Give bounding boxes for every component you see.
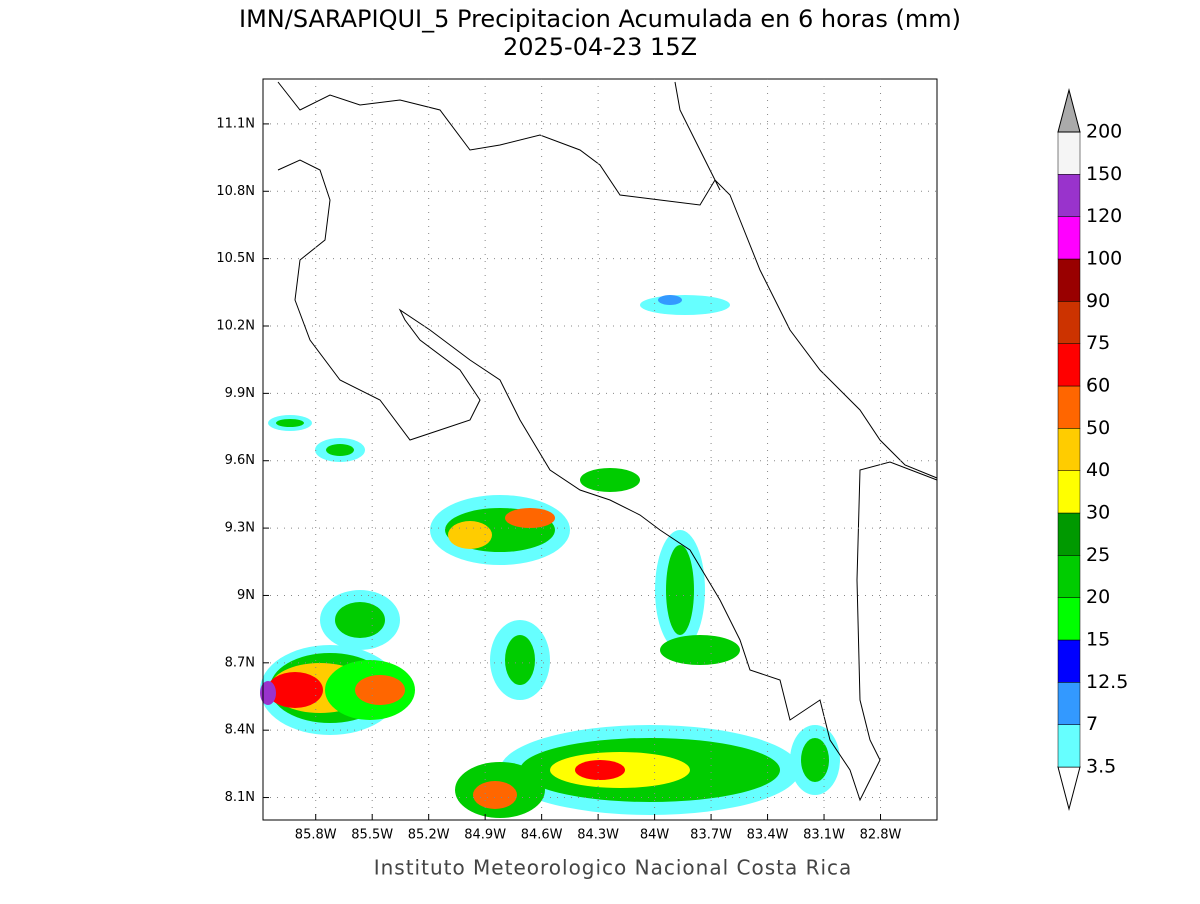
y-tick-label: 9N xyxy=(237,588,255,603)
colorbar-segment xyxy=(1057,470,1081,514)
colorbar-segment xyxy=(1057,682,1081,725)
colorbar-segment xyxy=(1057,174,1081,217)
x-tick-label: 84.9W xyxy=(464,828,506,843)
y-tick-label: 8.1N xyxy=(225,790,255,805)
colorbar-label: 60 xyxy=(1086,375,1110,397)
colorbar-segment xyxy=(1057,131,1081,175)
y-tick-label: 10.2N xyxy=(216,319,255,334)
colorbar-segment xyxy=(1057,555,1081,598)
colorbar-label: 200 xyxy=(1086,121,1122,143)
y-tick-label: 9.9N xyxy=(225,386,255,401)
x-tick-label: 84W xyxy=(640,828,670,843)
x-tick-label: 85.5W xyxy=(351,828,393,843)
y-tick-label: 10.8N xyxy=(216,184,255,199)
colorbar-label: 100 xyxy=(1086,248,1122,270)
colorbar-label: 90 xyxy=(1086,290,1110,312)
y-tick-label: 9.6N xyxy=(225,453,255,468)
colorbar-label: 20 xyxy=(1086,586,1110,608)
title: IMN/SARAPIQUI_5 Precipitacion Acumulada … xyxy=(239,5,961,33)
colorbar-label: 3.5 xyxy=(1086,756,1116,778)
subtitle: 2025-04-23 15Z xyxy=(503,33,697,61)
map-frame xyxy=(262,78,938,821)
x-tick-label: 83.4W xyxy=(747,828,789,843)
colorbar-above xyxy=(1057,88,1081,133)
colorbar-segment xyxy=(1057,343,1081,387)
y-tick-label: 10.5N xyxy=(216,251,255,266)
y-tick-label: 8.7N xyxy=(225,655,255,670)
colorbar-segment xyxy=(1057,512,1081,556)
colorbar-label: 7 xyxy=(1086,713,1098,735)
y-tick-label: 8.4N xyxy=(225,723,255,738)
y-tick-label: 9.3N xyxy=(225,521,255,536)
x-tick-label: 85.2W xyxy=(408,828,450,843)
colorbar-below xyxy=(1057,766,1081,811)
colorbar-segment xyxy=(1057,258,1081,302)
colorbar-label: 150 xyxy=(1086,163,1122,185)
colorbar-segment xyxy=(1057,385,1081,429)
colorbar-segment xyxy=(1057,428,1081,471)
x-tick-label: 83.1W xyxy=(803,828,845,843)
coastline xyxy=(277,81,938,802)
colorbar-segment xyxy=(1057,216,1081,260)
colorbar-label: 50 xyxy=(1086,417,1110,439)
colorbar-label: 12.5 xyxy=(1086,671,1128,693)
precipitation-field xyxy=(260,295,840,818)
colorbar-label: 120 xyxy=(1086,205,1122,227)
x-tick-label: 84.3W xyxy=(577,828,619,843)
y-tick-label: 11.1N xyxy=(216,116,255,131)
colorbar-label: 25 xyxy=(1086,544,1110,566)
colorbar-segment xyxy=(1057,597,1081,641)
colorbar-label: 40 xyxy=(1086,459,1110,481)
x-tick-label: 83.7W xyxy=(690,828,732,843)
colorbar-label: 30 xyxy=(1086,502,1110,524)
x-tick-label: 85.8W xyxy=(295,828,337,843)
colorbar-segment xyxy=(1057,639,1081,683)
colorbar-label: 15 xyxy=(1086,629,1110,651)
x-tick-label: 82.8W xyxy=(860,828,902,843)
x-tick-label: 84.6W xyxy=(521,828,563,843)
colorbar-segment xyxy=(1057,724,1081,768)
colorbar-segment xyxy=(1057,301,1081,344)
colorbar-label: 75 xyxy=(1086,332,1110,354)
footer: Instituto Meteorologico Nacional Costa R… xyxy=(374,856,853,880)
